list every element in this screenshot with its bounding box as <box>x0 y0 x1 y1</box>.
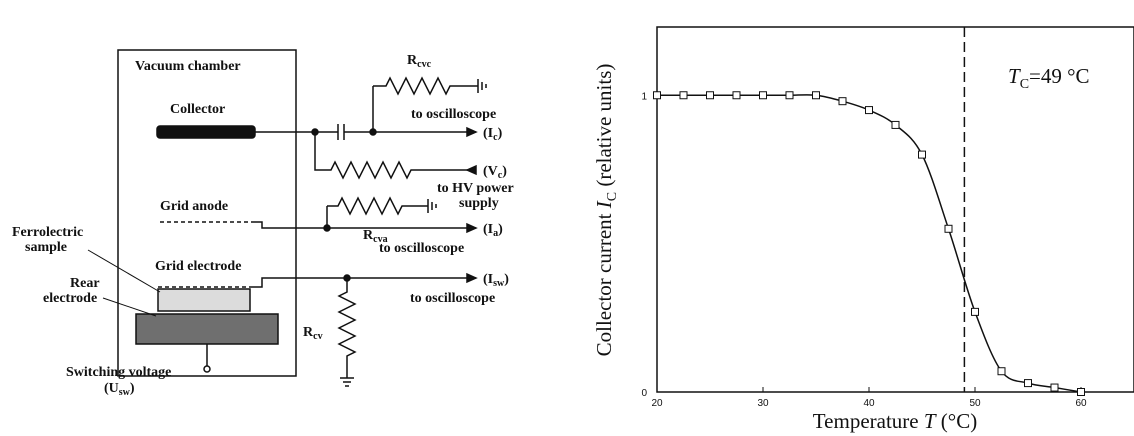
ground-symbol <box>427 199 437 213</box>
ferro-leader <box>87 249 161 293</box>
y-tick-label: 0 <box>641 388 647 399</box>
switch-terminal <box>203 365 211 373</box>
ic-label: (Ic) <box>483 126 503 143</box>
rear-label-line1: Rear <box>70 276 100 291</box>
arrow-ic <box>466 126 478 138</box>
data-point <box>732 91 741 100</box>
data-point <box>1024 379 1032 388</box>
to-oscilloscope-1: to oscilloscope <box>411 107 496 122</box>
switch-label: Switching voltage <box>66 365 171 380</box>
rcv-label: Rcv <box>303 325 323 342</box>
switch-symbol: (Usw) <box>104 381 135 398</box>
rcvc-resistor <box>373 76 478 96</box>
plot-frame <box>656 26 1134 393</box>
arrow-isw <box>466 272 478 284</box>
data-point <box>653 91 661 100</box>
data-point <box>1050 383 1059 392</box>
data-point <box>838 97 847 106</box>
rear-electrode <box>135 313 279 345</box>
data-point <box>971 307 979 316</box>
y-axis-label: Collector current IC (relative units) <box>592 64 620 357</box>
rcva-label: Rcva <box>363 228 388 245</box>
vc-resistor <box>314 132 476 180</box>
ia-label: (Ia) <box>483 222 503 239</box>
arrow-ia <box>466 222 478 234</box>
data-point <box>785 91 794 100</box>
ground-symbol <box>477 79 487 93</box>
rcvc-label: Rcvc <box>407 53 432 70</box>
data-point <box>891 120 900 129</box>
hv-label-line2: supply <box>459 196 499 211</box>
data-point <box>944 224 953 233</box>
data-point <box>812 91 820 100</box>
rcva-resistor <box>327 196 428 216</box>
ferroelectric-sample <box>157 288 251 312</box>
x-tick-label: 30 <box>757 398 769 409</box>
rear-label-line2: electrode <box>43 291 97 306</box>
data-point <box>997 367 1006 376</box>
data-point <box>918 150 926 159</box>
data-point <box>679 91 688 100</box>
data-point <box>1077 388 1085 396</box>
x-tick-label: 50 <box>969 398 981 409</box>
isw-label: (Isw) <box>483 272 509 289</box>
x-tick-label: 60 <box>1075 398 1087 409</box>
data-point <box>759 91 767 100</box>
x-tick-label: 40 <box>863 398 875 409</box>
hv-label-line1: to HV power <box>437 181 514 196</box>
vacuum-chamber-box <box>117 49 297 377</box>
to-oscilloscope-3: to oscilloscope <box>410 291 495 306</box>
data-point <box>706 91 714 100</box>
rcv-resistor <box>337 278 357 378</box>
collector-label: Collector <box>170 102 225 117</box>
arrow-vc <box>465 164 477 176</box>
chart: 20 30 40 50 60 0 1 TC=49 °C Temperature T (°C)… <box>592 26 1134 433</box>
ground-symbol <box>340 377 354 387</box>
schematic-diagram <box>87 49 487 387</box>
ferro-label-line1: Ferrolectric <box>12 225 83 240</box>
tc-annotation: TC=49 °C <box>1008 64 1090 92</box>
grid-anode-label: Grid anode <box>160 199 228 214</box>
ferro-label-line2: sample <box>25 240 67 255</box>
isw-wire <box>250 277 476 288</box>
chamber-label: Vacuum chamber <box>135 59 241 74</box>
to-oscilloscope-2: to oscilloscope <box>379 241 464 256</box>
grid-electrode-label: Grid electrode <box>155 259 241 274</box>
vc-label: (Vc) <box>483 164 507 181</box>
x-axis-label: Temperature T (°C) <box>813 409 977 433</box>
ia-wire <box>255 221 476 229</box>
x-tick-label: 20 <box>651 398 663 409</box>
series-line <box>657 94 1082 393</box>
y-tick-label: 1 <box>641 91 647 102</box>
rear-leader <box>102 297 157 317</box>
data-point <box>865 106 873 115</box>
collector-electrode <box>156 125 256 139</box>
